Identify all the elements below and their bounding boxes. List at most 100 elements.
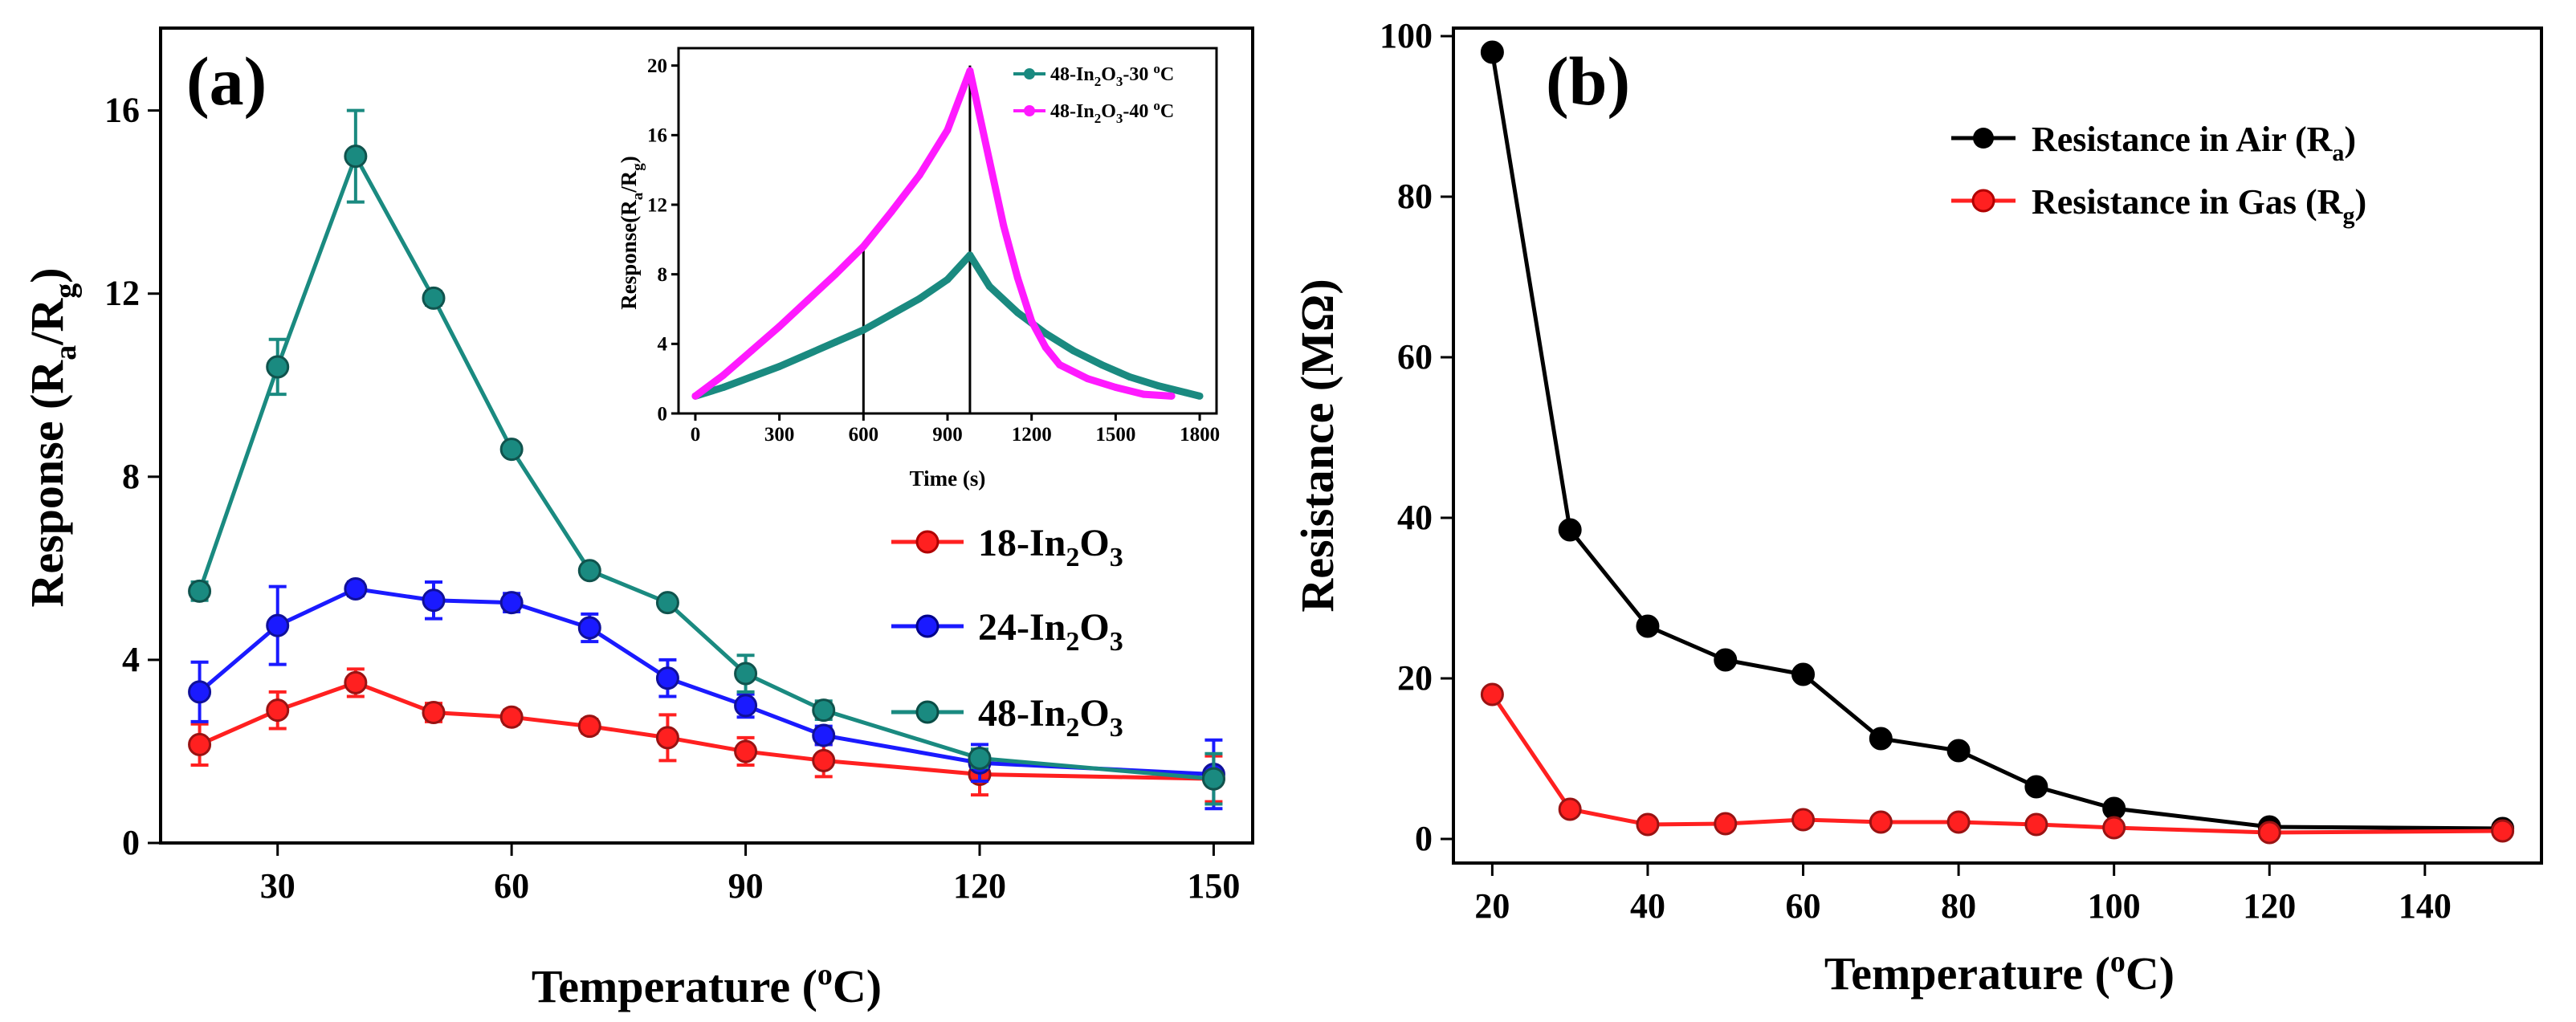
- inset-y-tick-label: 8: [658, 264, 668, 286]
- data-point-s24: [499, 591, 524, 615]
- panel-a-x-tick-label: 90: [728, 866, 764, 906]
- inset-data-point-inset30: [1041, 329, 1050, 337]
- inset-x-ticks: 0 300 600 900 1200 1500 1800: [691, 413, 1220, 446]
- inset-y-axis-title: Response(Ra/Rg): [617, 156, 646, 310]
- data-point-air: [2102, 796, 2126, 820]
- legend-label-24-in2o3: 24-In2O3: [978, 606, 1123, 657]
- data-point-s24: [188, 680, 212, 704]
- inset-y-tick-label: 0: [658, 403, 668, 425]
- inset-data-point-inset30: [915, 295, 923, 303]
- data-point-s18: [655, 726, 679, 750]
- panel-b-x-tick-label: 140: [2399, 886, 2452, 926]
- legend-marker-48-in2o3: [915, 700, 940, 724]
- inset-data-point-inset40: [1083, 375, 1091, 383]
- inset-y-tick-label: 12: [647, 194, 667, 216]
- panel-b-y-tick-label: 20: [1397, 658, 1433, 698]
- data-point-s24: [577, 616, 601, 640]
- inset-data-point-inset30: [1013, 308, 1021, 316]
- legend-label-18-in2o3: 18-In2O3: [978, 522, 1123, 572]
- data-point-gas: [1558, 797, 1582, 821]
- data-point-s48: [266, 355, 290, 379]
- legend-marker-resistance-air: [1973, 128, 1994, 149]
- data-point-gas: [1791, 808, 1816, 832]
- panel-b-x-tick-label: 60: [1786, 886, 1821, 926]
- panel-b-x-ticks: 20 40 60 80 100 120 140: [1474, 863, 2452, 926]
- legend-marker-resistance-gas: [1971, 189, 1995, 213]
- inset-legend-marker-30c: [1024, 68, 1035, 79]
- panel-b-x-axis-title: Temperature (oC): [1824, 945, 2175, 1000]
- panel-a-plot-area: [188, 108, 1225, 811]
- inset-data-point-inset40: [1139, 390, 1147, 398]
- inset-legend-label-30c: 48-In2O3-30 oC: [1050, 61, 1174, 89]
- data-point-s48: [344, 145, 368, 169]
- panel-a-y-ticks: 0 4 8 12 16: [104, 91, 161, 862]
- panel-b-x-tick-label: 40: [1630, 886, 1665, 926]
- inset-data-point-inset40: [966, 67, 974, 75]
- data-point-s48: [422, 286, 446, 310]
- data-point-air: [1869, 727, 1893, 751]
- legend-marker-18-in2o3: [915, 530, 940, 554]
- inset-data-point-inset30: [944, 275, 952, 283]
- inset-y-tick-label: 16: [647, 125, 667, 147]
- data-point-s18: [188, 732, 212, 756]
- inset-data-point-inset30: [1196, 392, 1204, 400]
- panel-b-y-axis-title: Resistance (MΩ): [1291, 279, 1343, 612]
- inset-data-point-inset40: [915, 171, 923, 179]
- inset-x-tick-label: 0: [691, 424, 701, 446]
- panel-b-x-tick-label: 20: [1474, 886, 1510, 926]
- data-point-air: [1791, 662, 1816, 686]
- data-point-s18: [422, 700, 446, 724]
- inset-data-point-inset40: [1111, 384, 1119, 391]
- inset-data-point-inset40: [776, 323, 784, 331]
- data-point-gas: [2024, 812, 2048, 837]
- data-point-s18: [734, 739, 758, 763]
- inset-data-point-inset40: [831, 271, 839, 279]
- data-point-s48: [1201, 767, 1225, 791]
- panel-a-x-ticks: 30 60 90 120 150: [260, 843, 1240, 906]
- inset-legend: 48-In2O3-30 oC 48-In2O3-40 oC: [1013, 61, 1174, 126]
- inset-data-point-inset40: [1028, 317, 1036, 325]
- inset-data-point-inset30: [748, 373, 756, 381]
- panel-b-x-tick-label: 100: [2088, 886, 2141, 926]
- inset-data-point-inset30: [776, 363, 784, 370]
- inset-y-tick-label: 20: [647, 55, 667, 77]
- inset-data-point-inset30: [1154, 381, 1162, 389]
- data-point-gas: [1480, 682, 1504, 706]
- panel-a-y-tick-label: 16: [104, 91, 140, 130]
- panel-b-legend: Resistance in Air (Ra) Resistance in Gas…: [1951, 120, 2366, 229]
- panel-b-y-tick-label: 0: [1415, 819, 1433, 858]
- inset-data-point-inset30: [831, 338, 839, 346]
- inset-data-point-inset30: [1126, 373, 1134, 381]
- data-point-gas: [2491, 819, 2515, 843]
- data-point-s48: [577, 559, 601, 583]
- data-point-s24: [344, 577, 368, 601]
- legend-item-24-in2o3: 24-In2O3: [891, 606, 1123, 657]
- inset-data-point-inset40: [985, 157, 993, 165]
- legend-label-resistance-gas: Resistance in Gas (Rg): [2032, 182, 2366, 229]
- panel-a-x-tick-label: 60: [494, 866, 529, 906]
- panel-a-y-tick-label: 4: [122, 640, 140, 679]
- inset-x-tick-label: 900: [932, 424, 963, 446]
- panel-b-y-ticks: 0 20 40 60 80 100: [1380, 16, 1453, 858]
- panel-b-x-tick-label: 80: [1941, 886, 1976, 926]
- inset-x-tick-label: 1800: [1180, 424, 1220, 446]
- data-point-s48: [655, 591, 679, 615]
- panel-b-chart: 20 40 60 80 100 120 140 0 20 40 60 80 100 (b) Tempe…: [1291, 16, 2543, 1000]
- panel-b-label: (b): [1546, 43, 1630, 120]
- data-point-s24: [812, 723, 836, 747]
- panel-a-x-tick-label: 120: [953, 866, 1006, 906]
- data-point-gas: [2102, 816, 2126, 840]
- inset-data-point-inset40: [691, 392, 699, 400]
- panel-b-y-tick-label: 40: [1397, 498, 1433, 537]
- data-point-s18: [344, 670, 368, 694]
- legend-label-48-in2o3: 48-In2O3: [978, 692, 1123, 743]
- legend-label-resistance-air: Resistance in Air (Ra): [2032, 120, 2356, 166]
- panel-a-label: (a): [186, 43, 267, 120]
- inset-x-axis-title: Time (s): [910, 466, 986, 491]
- data-point-s48: [812, 698, 836, 723]
- panel-a-x-tick-label: 30: [260, 866, 296, 906]
- inset-legend-item-30c: 48-In2O3-30 oC: [1013, 61, 1174, 89]
- inset-plot-area: [691, 65, 1204, 413]
- data-point-s48: [734, 662, 758, 686]
